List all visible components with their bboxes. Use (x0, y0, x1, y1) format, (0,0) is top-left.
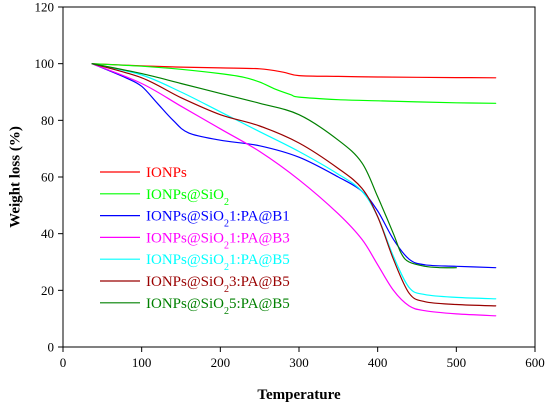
plot-frame (62, 6, 536, 348)
legend-label-2: IONPs@SiO2 (146, 187, 229, 208)
x-axis-title: Temperature (257, 387, 341, 403)
legend-label-1: IONPs (146, 165, 187, 181)
series-line-4 (91, 63, 497, 317)
y-tick-label: 80 (41, 113, 54, 128)
x-tick-label: 300 (289, 355, 309, 370)
x-tick-label: 400 (368, 355, 388, 370)
series-line-2 (91, 63, 497, 104)
legend-label-5: IONPs@SiO21:PA@B5 (146, 252, 290, 273)
x-tick-label: 200 (211, 355, 231, 370)
series-line-7 (91, 63, 457, 269)
y-tick-label: 40 (41, 226, 54, 241)
series-line-6 (91, 63, 497, 307)
x-tick-label: 100 (132, 355, 152, 370)
y-tick-label: 20 (41, 283, 54, 298)
legend: IONPsIONPs@SiO2IONPs@SiO21:PA@B1IONPs@Si… (100, 165, 290, 316)
y-tick-label: 120 (35, 0, 55, 15)
series-line-5 (91, 63, 497, 300)
legend-label-6: IONPs@SiO23:PA@B5 (146, 274, 290, 295)
legend-label-4: IONPs@SiO21:PA@B3 (146, 230, 290, 251)
series-line-3 (91, 63, 497, 269)
x-tick-label: 0 (60, 355, 67, 370)
x-tick-label: 500 (447, 355, 467, 370)
y-tick-label: 60 (41, 170, 54, 185)
series-line-1 (91, 63, 497, 79)
legend-label-3: IONPs@SiO21:PA@B1 (146, 209, 290, 230)
x-tick-label: 600 (525, 355, 545, 370)
y-axis-title: Weight loss (%) (7, 126, 23, 228)
legend-label-7: IONPs@SiO25:PA@B5 (146, 296, 290, 317)
y-tick-label: 0 (48, 340, 55, 355)
axis-ticks-group: 0 100 200 300 400 500 600 0 20 40 60 80 100 120 (35, 0, 545, 370)
y-tick-label: 100 (35, 56, 55, 71)
plot-frame-group (62, 6, 536, 348)
series-group (91, 63, 497, 317)
